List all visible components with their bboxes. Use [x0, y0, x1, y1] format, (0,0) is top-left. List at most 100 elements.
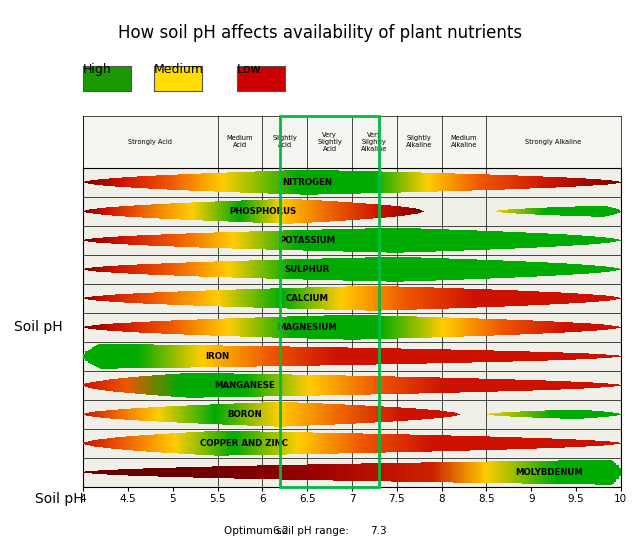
Bar [249, 289, 251, 307]
Bar [591, 236, 593, 244]
Bar [115, 323, 118, 331]
Bar [214, 261, 216, 277]
Bar [223, 466, 225, 478]
Bar [178, 406, 180, 422]
Bar [447, 411, 449, 417]
Text: Medium: Medium [154, 63, 204, 76]
Bar [412, 408, 413, 420]
Bar [578, 460, 580, 485]
Bar [191, 405, 193, 424]
Bar [539, 461, 541, 484]
Bar [423, 435, 425, 452]
Bar [494, 260, 496, 278]
Bar [535, 461, 537, 483]
Bar [320, 316, 322, 339]
Bar [572, 439, 573, 447]
Bar [307, 375, 309, 395]
Bar [419, 349, 421, 364]
Bar [285, 170, 287, 194]
Bar [393, 434, 395, 452]
Bar [260, 171, 262, 193]
Bar [496, 175, 498, 190]
Bar [518, 290, 520, 306]
Bar [131, 377, 132, 393]
Bar [505, 461, 507, 483]
Bar [246, 346, 249, 367]
Bar [292, 316, 294, 338]
Bar [257, 289, 260, 307]
Bar [365, 228, 367, 252]
Bar [368, 204, 369, 219]
Bar [597, 441, 599, 446]
Bar [140, 408, 142, 421]
Bar [567, 263, 569, 275]
Bar [109, 178, 111, 186]
Bar [434, 173, 436, 191]
Bar [113, 295, 115, 302]
Bar [397, 434, 399, 452]
Bar [206, 466, 208, 478]
Bar [158, 204, 159, 218]
Bar [451, 317, 453, 337]
Bar [428, 317, 429, 338]
Bar [223, 404, 225, 425]
Text: MANGANESE: MANGANESE [214, 381, 275, 390]
Bar [408, 463, 410, 482]
Bar [266, 231, 268, 250]
Bar [255, 346, 257, 366]
Bar [89, 412, 91, 416]
Bar [428, 435, 429, 452]
Bar [505, 232, 507, 249]
Bar [316, 464, 317, 480]
Bar [165, 175, 167, 189]
Bar [367, 433, 369, 453]
Bar [172, 345, 173, 368]
Bar [387, 228, 388, 252]
Bar [268, 465, 270, 479]
Bar [376, 348, 378, 365]
Bar [163, 345, 165, 368]
Bar [330, 347, 333, 365]
Bar [605, 296, 608, 301]
Bar [87, 210, 89, 213]
Bar [251, 172, 253, 193]
Bar [92, 382, 94, 388]
Bar [589, 265, 591, 273]
Bar [223, 345, 225, 367]
Bar [132, 322, 135, 332]
Bar [206, 173, 208, 191]
Bar [139, 293, 141, 304]
Bar [142, 205, 143, 218]
Bar [500, 379, 502, 392]
Bar [612, 267, 614, 271]
Bar [461, 350, 464, 363]
Bar [132, 294, 135, 303]
Bar [518, 320, 520, 334]
Bar [268, 289, 270, 308]
Bar [367, 348, 369, 365]
Bar [419, 434, 421, 452]
Bar [172, 406, 173, 422]
Bar [602, 441, 604, 446]
Bar [97, 208, 98, 214]
Bar [548, 460, 550, 484]
Bar [399, 206, 401, 216]
Bar [321, 404, 323, 425]
Bar [410, 408, 412, 420]
Bar [498, 351, 500, 362]
Bar [531, 233, 532, 248]
Bar [529, 461, 531, 483]
Bar [240, 172, 243, 192]
Bar [420, 210, 421, 213]
Bar [189, 291, 191, 305]
Bar [173, 433, 175, 453]
Bar [262, 432, 264, 455]
Bar [319, 403, 321, 425]
Bar [88, 471, 90, 473]
Bar [614, 181, 616, 184]
Bar [522, 261, 524, 277]
Bar [466, 174, 468, 191]
Bar [281, 260, 283, 279]
Bar [399, 316, 401, 338]
Bar [406, 207, 407, 215]
